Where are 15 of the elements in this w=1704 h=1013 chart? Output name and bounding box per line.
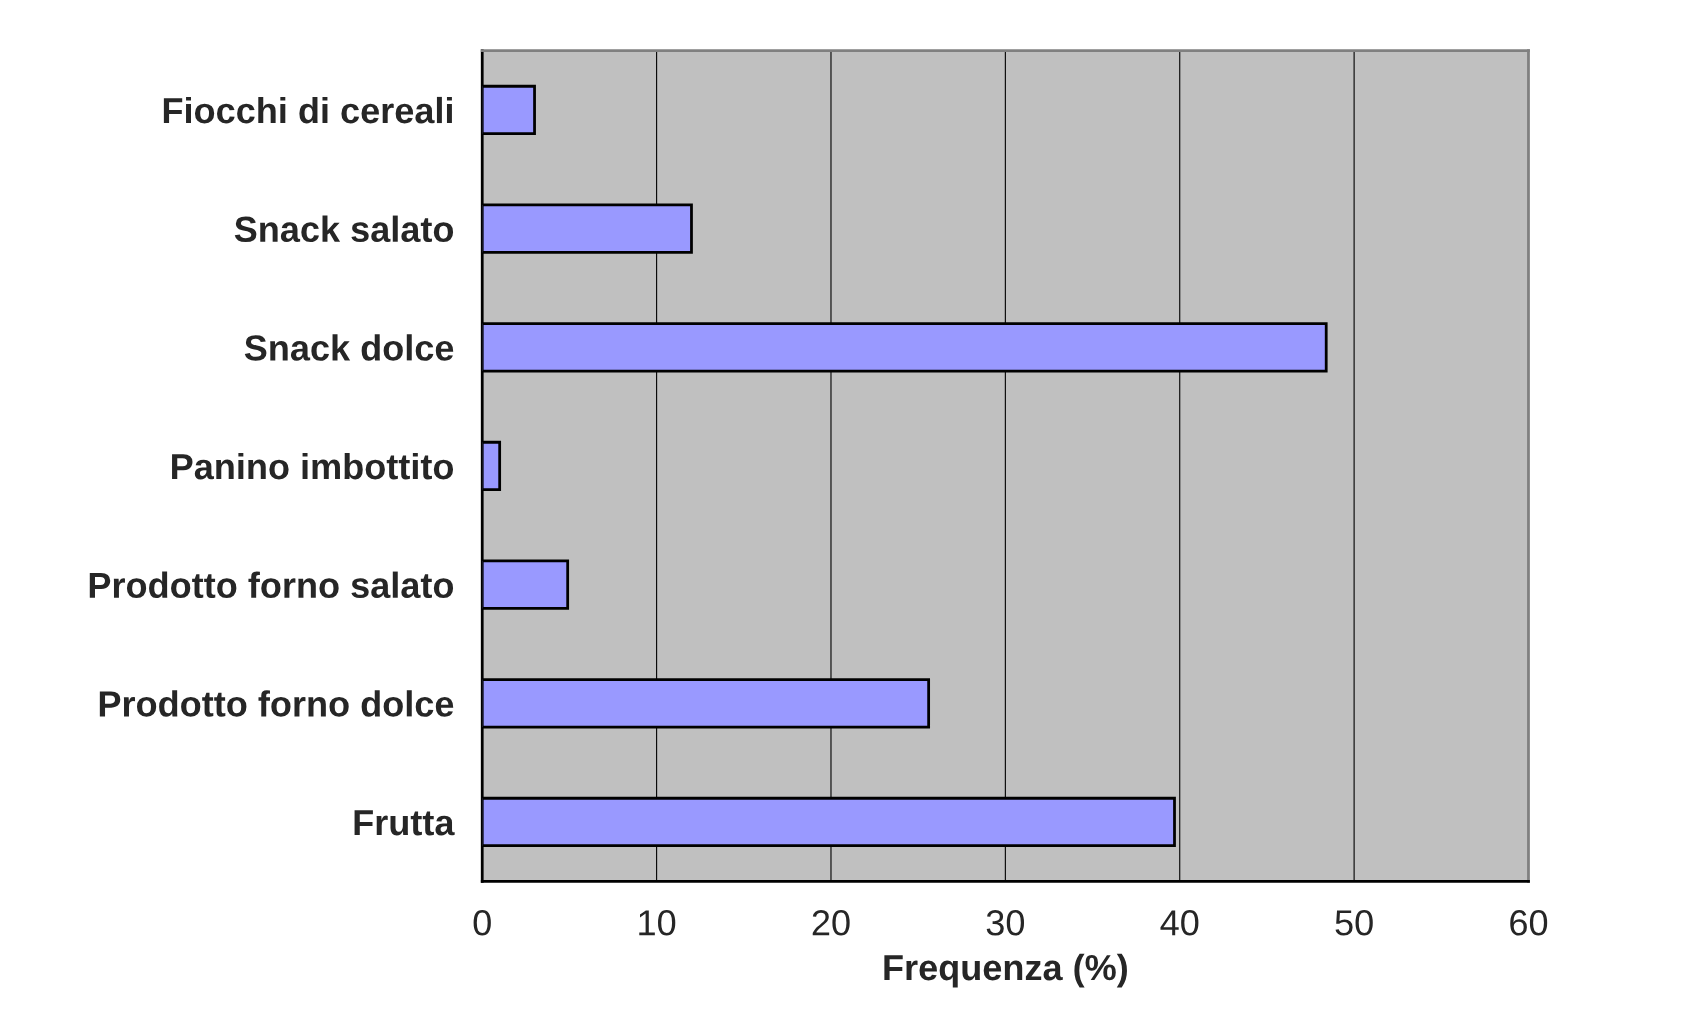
y-tick-label: Snack salato xyxy=(234,215,454,243)
y-tick-label: Prodotto forno salato xyxy=(89,571,454,599)
y-tick-label: Panino imbottito xyxy=(172,452,454,480)
x-tick-label: 40 xyxy=(1160,910,1199,936)
y-tick-label: Fiocchi di cereali xyxy=(163,96,452,124)
y-tick-label: Snack dolce xyxy=(244,334,454,361)
x-axis-title: Frequenza (%) xyxy=(884,953,1127,988)
x-tick-label: 60 xyxy=(1510,910,1548,936)
x-tick-label: 10 xyxy=(639,910,676,936)
x-tick-label: 20 xyxy=(812,910,850,936)
x-tick-label: 30 xyxy=(986,910,1025,936)
y-tick-label: Prodotto forno dolce xyxy=(99,690,454,717)
x-tick-label: 50 xyxy=(1335,910,1373,936)
y-tick-label: Frutta xyxy=(354,810,455,836)
x-tick-label: 0 xyxy=(473,910,491,936)
